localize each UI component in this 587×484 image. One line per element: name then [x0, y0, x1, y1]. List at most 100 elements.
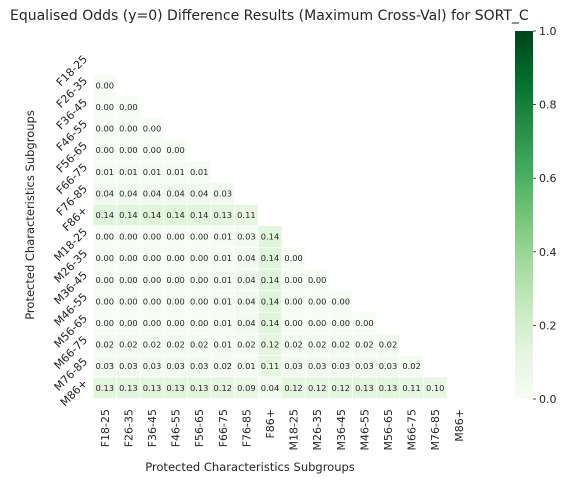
- chart-title: Equalised Odds (y=0) Difference Results …: [10, 8, 529, 24]
- cell-value: 0.01: [166, 167, 184, 177]
- cell-value: 0.01: [214, 232, 232, 242]
- cell-value: 0.00: [119, 232, 137, 242]
- cell-value: 0.14: [261, 318, 279, 328]
- colorbar: [515, 31, 533, 399]
- x-tick-label: F36-45: [146, 409, 159, 447]
- cell-value: 0.02: [379, 340, 397, 350]
- cell-value: 0.03: [355, 361, 373, 371]
- x-tick-label: F46-55: [170, 409, 183, 447]
- cell-value: 0.03: [379, 361, 397, 371]
- cell-value: 0.00: [96, 124, 114, 134]
- cell-value: 0.10: [426, 383, 444, 393]
- cell-value: 0.14: [261, 296, 279, 306]
- cell-value: 0.01: [143, 167, 161, 177]
- cell-value: 0.12: [332, 383, 350, 393]
- cell-value: 0.04: [261, 383, 279, 393]
- x-tick-label: F66-75: [217, 409, 230, 447]
- x-tick-label: M56-65: [382, 409, 395, 450]
- x-tick-label: F76-85: [240, 409, 253, 447]
- x-tick-label: F56-65: [193, 409, 206, 447]
- x-tick-label: M86+: [453, 409, 466, 442]
- cell-value: 0.01: [190, 167, 208, 177]
- cell-value: 0.11: [261, 361, 279, 371]
- cell-value: 0.01: [214, 318, 232, 328]
- cell-value: 0.00: [119, 318, 137, 328]
- cell-value: 0.14: [166, 210, 184, 220]
- cell-value: 0.13: [355, 383, 373, 393]
- cell-value: 0.14: [261, 275, 279, 285]
- cell-value: 0.00: [190, 296, 208, 306]
- cell-value: 0.00: [143, 296, 161, 306]
- cell-value: 0.00: [166, 275, 184, 285]
- cell-value: 0.00: [96, 232, 114, 242]
- cell-value: 0.00: [284, 253, 302, 263]
- cell-value: 0.00: [284, 275, 302, 285]
- x-tick-label: F18-25: [99, 409, 112, 447]
- cell-value: 0.13: [190, 383, 208, 393]
- cell-value: 0.13: [96, 383, 114, 393]
- cell-value: 0.00: [190, 232, 208, 242]
- cell-value: 0.00: [308, 296, 326, 306]
- cell-value: 0.00: [96, 296, 114, 306]
- colorbar-tick-label: 1.0: [539, 25, 557, 38]
- cell-value: 0.04: [143, 188, 161, 198]
- cell-value: 0.00: [166, 296, 184, 306]
- cell-value: 0.13: [379, 383, 397, 393]
- cell-value: 0.03: [143, 361, 161, 371]
- cell-value: 0.00: [119, 124, 137, 134]
- cell-value: 0.00: [166, 145, 184, 155]
- cell-value: 0.14: [190, 210, 208, 220]
- x-tick-label: M18-25: [288, 409, 301, 450]
- cell-value: 0.00: [143, 253, 161, 263]
- y-tick-labels: F18-25F26-35F36-45F46-55F56-65F66-75F76-…: [52, 53, 91, 409]
- cell-value: 0.11: [402, 383, 420, 393]
- cell-value: 0.02: [332, 340, 350, 350]
- cell-value: 0.14: [261, 232, 279, 242]
- cell-value: 0.04: [237, 296, 255, 306]
- cell-value: 0.01: [214, 275, 232, 285]
- cell-value: 0.00: [284, 296, 302, 306]
- cell-value: 0.00: [166, 318, 184, 328]
- cell-value: 0.02: [308, 340, 326, 350]
- cell-value: 0.00: [190, 275, 208, 285]
- colorbar-ticks: 0.0 0.2 0.4 0.6 0.8 1.0: [533, 25, 557, 406]
- cell-value: 0.03: [214, 188, 232, 198]
- x-tick-label: F26-35: [122, 409, 135, 447]
- cell-value: 0.00: [166, 232, 184, 242]
- cell-value: 0.03: [284, 361, 302, 371]
- cell-value: 0.12: [284, 383, 302, 393]
- cell-value: 0.03: [166, 361, 184, 371]
- cell-value: 0.02: [119, 340, 137, 350]
- colorbar-tick-label: 0.0: [539, 393, 557, 406]
- cell-value: 0.00: [143, 232, 161, 242]
- cell-value: 0.01: [214, 296, 232, 306]
- cell-value: 0.04: [237, 318, 255, 328]
- cell-value: 0.00: [119, 275, 137, 285]
- cell-value: 0.00: [143, 145, 161, 155]
- cell-value: 0.00: [119, 253, 137, 263]
- cell-value: 0.01: [214, 253, 232, 263]
- y-axis-label: Protected Characteristics Subgroups: [23, 110, 37, 320]
- colorbar-tick-label: 0.4: [539, 246, 557, 259]
- cell-value: 0.12: [214, 383, 232, 393]
- cell-value: 0.14: [96, 210, 114, 220]
- cell-value: 0.02: [214, 361, 232, 371]
- cell-value: 0.00: [96, 102, 114, 112]
- x-tick-label: M36-45: [335, 409, 348, 450]
- x-axis-label: Protected Characteristics Subgroups: [145, 460, 355, 474]
- cell-value: 0.01: [119, 167, 137, 177]
- cell-value: 0.03: [308, 361, 326, 371]
- cell-value: 0.01: [237, 361, 255, 371]
- cell-value: 0.03: [96, 361, 114, 371]
- cell-value: 0.00: [308, 275, 326, 285]
- cell-value: 0.02: [96, 340, 114, 350]
- cell-value: 0.02: [190, 340, 208, 350]
- heatmap-cell: [423, 376, 448, 399]
- cell-value: 0.02: [143, 340, 161, 350]
- cell-value: 0.04: [96, 188, 114, 198]
- cell-value: 0.14: [143, 210, 161, 220]
- cell-value: 0.00: [284, 318, 302, 328]
- cell-value: 0.00: [308, 318, 326, 328]
- cell-value: 0.00: [96, 253, 114, 263]
